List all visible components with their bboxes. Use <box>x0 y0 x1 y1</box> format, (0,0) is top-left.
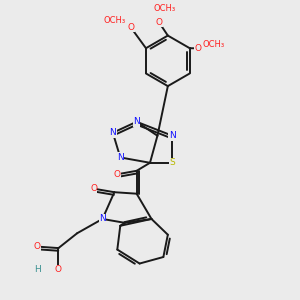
Text: OCH₃: OCH₃ <box>103 16 125 25</box>
Text: H: H <box>34 265 40 274</box>
Text: O: O <box>113 170 120 179</box>
Text: O: O <box>155 18 162 27</box>
Text: O: O <box>90 184 97 193</box>
Text: O: O <box>194 44 201 53</box>
Text: N: N <box>133 117 140 126</box>
Text: O: O <box>34 242 40 251</box>
Text: N: N <box>99 214 106 224</box>
Text: O: O <box>127 23 134 32</box>
Text: N: N <box>110 128 116 137</box>
Text: OCH₃: OCH₃ <box>203 40 225 49</box>
Text: N: N <box>169 131 176 140</box>
Text: S: S <box>169 158 175 167</box>
Text: O: O <box>55 265 62 274</box>
Text: N: N <box>117 153 124 162</box>
Text: OCH₃: OCH₃ <box>153 4 175 13</box>
